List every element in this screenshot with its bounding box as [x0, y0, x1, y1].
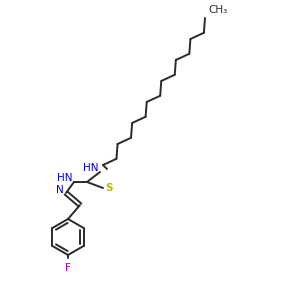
Text: HN: HN: [58, 173, 73, 183]
Text: CH₃: CH₃: [208, 5, 227, 15]
Text: F: F: [65, 263, 71, 273]
Text: HN: HN: [83, 163, 99, 173]
Text: S: S: [105, 183, 112, 193]
Text: N: N: [56, 185, 64, 195]
